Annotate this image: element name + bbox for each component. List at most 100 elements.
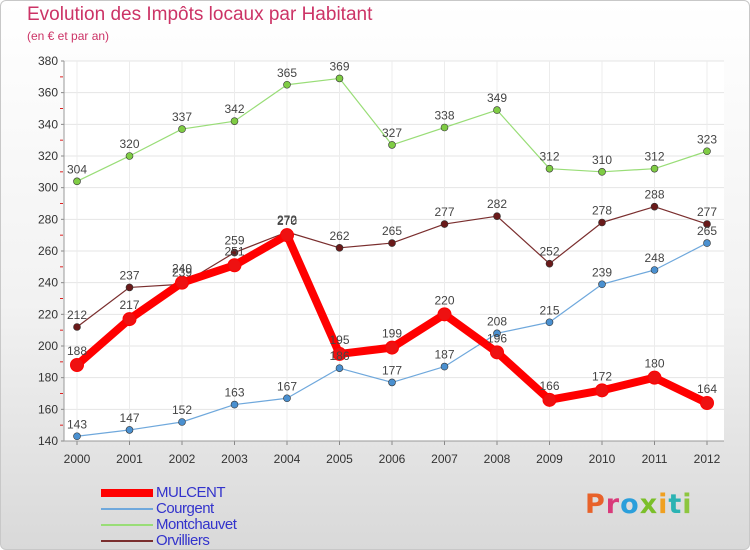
legend-label-mulcent: MULCENT [156,484,226,501]
data-point-montchauvet [598,168,606,176]
data-point-mulcent [332,346,347,361]
data-label-orvilliers: 277 [434,205,454,219]
data-label-montchauvet: 369 [329,59,349,73]
chart-title: Evolution des Impôts locaux par Habitant [27,4,373,25]
data-label-montchauvet: 365 [277,66,297,80]
data-point-courgent [178,418,186,426]
data-label-mulcent: 180 [644,357,664,371]
data-label-courgent: 215 [539,303,559,317]
data-point-orvilliers [440,220,449,228]
data-point-montchauvet [73,177,81,186]
proxiti-logo: Proxiti [585,489,693,520]
data-label-mulcent: 195 [329,333,349,347]
data-label-montchauvet: 323 [697,132,717,146]
y-tick-label: 240 [38,276,58,290]
data-label-courgent: 167 [277,379,297,393]
data-point-montchauvet [335,74,344,83]
logo-letter: t [668,489,683,520]
data-point-montchauvet [283,80,291,89]
data-label-courgent: 147 [119,411,139,425]
x-tick-label: 2010 [589,452,616,466]
data-point-montchauvet [493,106,501,114]
x-tick-label: 2007 [431,452,458,466]
data-label-orvilliers: 212 [67,308,87,322]
data-label-orvilliers: 265 [382,224,402,238]
x-tick-label: 2002 [169,452,196,466]
data-point-courgent [388,378,396,387]
logo-letter: r [605,489,621,520]
x-tick-label: 2004 [274,452,301,466]
legend-swatch-courgent [101,508,153,510]
data-point-courgent [73,432,81,441]
y-tick-label: 300 [38,181,58,195]
data-point-courgent [335,364,344,372]
y-tick-label: 280 [38,212,58,226]
y-tick-label: 220 [38,307,58,321]
data-label-courgent: 187 [434,348,454,362]
data-label-mulcent: 251 [224,244,244,258]
x-tick-label: 2003 [221,452,248,466]
logo-letter: o [620,489,640,520]
y-tick-label: 180 [38,371,58,385]
data-label-courgent: 177 [382,363,402,377]
data-label-orvilliers: 282 [487,197,507,211]
data-labels: 143 147 152 163 167 186 177 187 208 215 239 248 265 3… [67,59,717,431]
data-label-orvilliers: 277 [697,205,717,219]
y-tick-label: 200 [38,339,58,353]
data-point-orvilliers [493,212,501,220]
data-label-mulcent: 199 [382,327,402,341]
data-label-montchauvet: 337 [172,110,192,124]
data-label-orvilliers: 272 [277,213,297,227]
legend-swatch-orvilliers [101,540,153,542]
data-label-mulcent: 270 [277,214,297,228]
legend-label-orvilliers: Orvilliers [156,532,210,549]
data-label-montchauvet: 304 [67,162,87,176]
data-point-orvilliers [335,244,344,252]
data-label-mulcent: 188 [67,344,87,358]
data-label-montchauvet: 312 [539,150,559,164]
data-label-montchauvet: 327 [382,126,402,140]
x-tick-label: 2000 [64,452,91,466]
data-label-mulcent: 217 [119,298,139,312]
data-point-orvilliers [650,202,659,211]
y-tick-label: 140 [38,434,58,448]
data-label-montchauvet: 349 [487,91,507,105]
data-label-mulcent: 166 [539,379,559,393]
data-label-mulcent: 172 [592,369,612,383]
data-point-courgent [493,329,501,338]
data-label-montchauvet: 320 [119,137,139,151]
chart-subtitle: (en € et par an) [27,29,110,43]
data-point-courgent [283,394,291,403]
legend-swatch-mulcent [101,489,153,497]
x-tick-label: 2009 [536,452,563,466]
data-label-orvilliers: 262 [329,229,349,243]
data-point-montchauvet [650,164,659,173]
data-point-montchauvet [440,123,449,132]
y-tick-label: 160 [38,402,58,416]
series-layer [70,74,714,441]
y-tick-label: 320 [38,149,58,163]
x-tick-label: 2001 [116,452,143,466]
data-point-orvilliers [703,220,711,228]
data-label-montchauvet: 310 [592,153,612,167]
x-tick-label: 2005 [326,452,353,466]
data-point-mulcent [70,358,84,372]
data-label-orvilliers: 252 [539,245,559,259]
y-tick-label: 340 [38,117,58,131]
y-tick-label: 360 [38,86,58,100]
data-label-courgent: 208 [487,314,507,328]
data-label-courgent: 152 [172,403,192,417]
data-label-montchauvet: 338 [434,109,454,123]
data-point-orvilliers [125,283,134,292]
data-point-courgent [230,400,239,409]
data-label-mulcent: 240 [172,262,192,276]
x-tick-label: 2011 [642,452,668,466]
logo-letter: x [639,489,659,520]
data-label-courgent: 248 [644,251,664,265]
data-point-mulcent [280,228,294,243]
data-point-mulcent [122,312,137,327]
data-point-courgent [598,280,606,289]
data-label-courgent: 265 [697,224,717,238]
